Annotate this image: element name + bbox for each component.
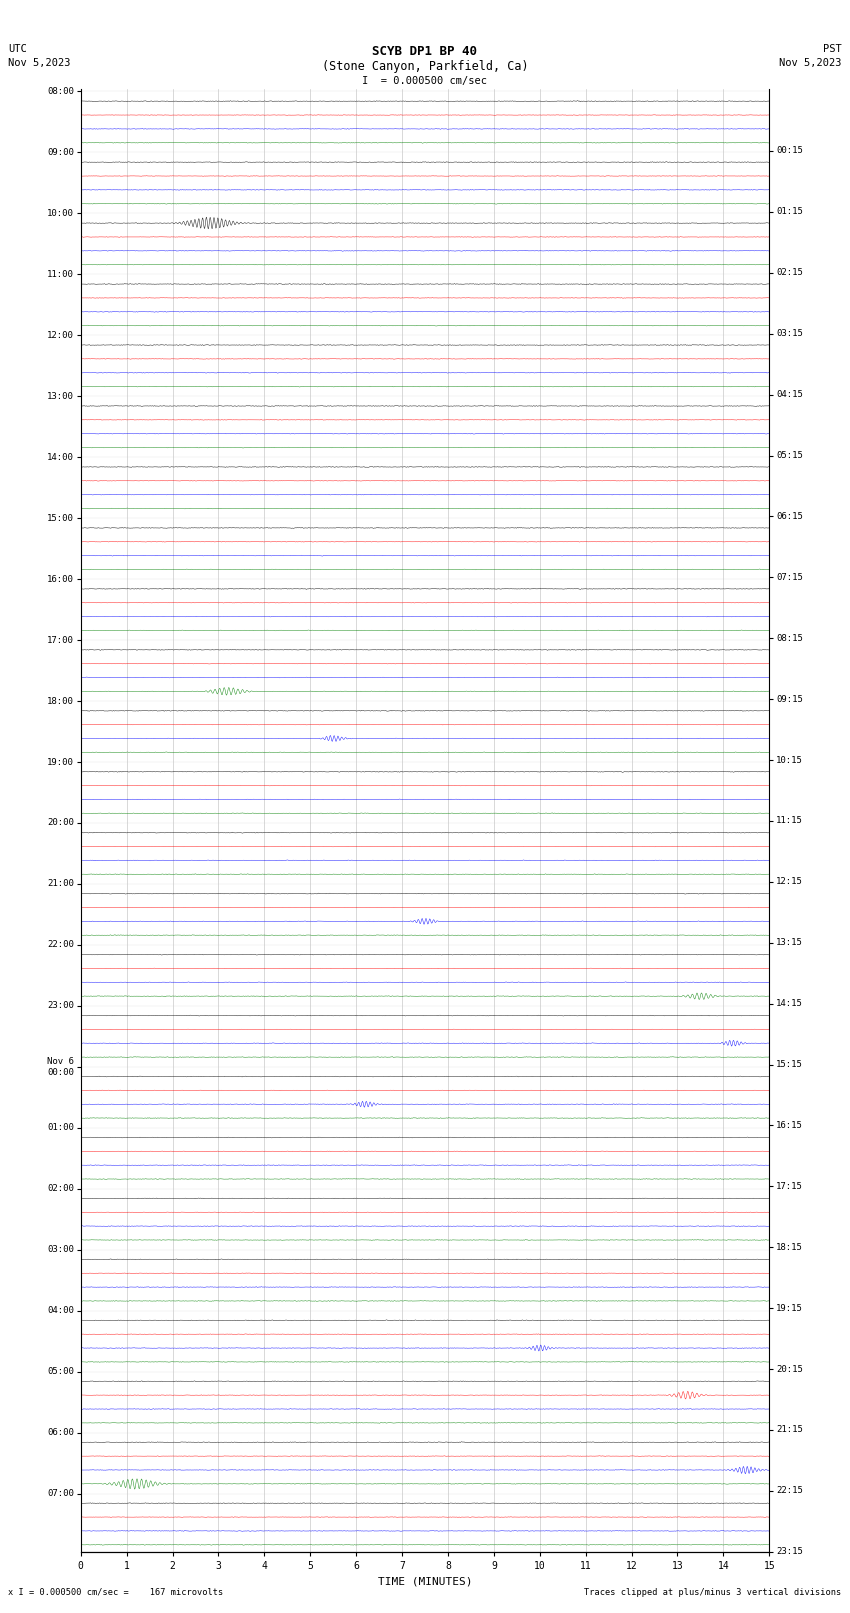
Text: (Stone Canyon, Parkfield, Ca): (Stone Canyon, Parkfield, Ca) [321, 60, 529, 73]
Text: Nov 5,2023: Nov 5,2023 [779, 58, 842, 68]
X-axis label: TIME (MINUTES): TIME (MINUTES) [377, 1576, 473, 1586]
Text: x I = 0.000500 cm/sec =    167 microvolts: x I = 0.000500 cm/sec = 167 microvolts [8, 1587, 224, 1597]
Text: UTC: UTC [8, 44, 27, 53]
Text: PST: PST [823, 44, 842, 53]
Text: Traces clipped at plus/minus 3 vertical divisions: Traces clipped at plus/minus 3 vertical … [584, 1587, 842, 1597]
Text: I  = 0.000500 cm/sec: I = 0.000500 cm/sec [362, 76, 488, 85]
Text: Nov 5,2023: Nov 5,2023 [8, 58, 71, 68]
Text: SCYB DP1 BP 40: SCYB DP1 BP 40 [372, 45, 478, 58]
